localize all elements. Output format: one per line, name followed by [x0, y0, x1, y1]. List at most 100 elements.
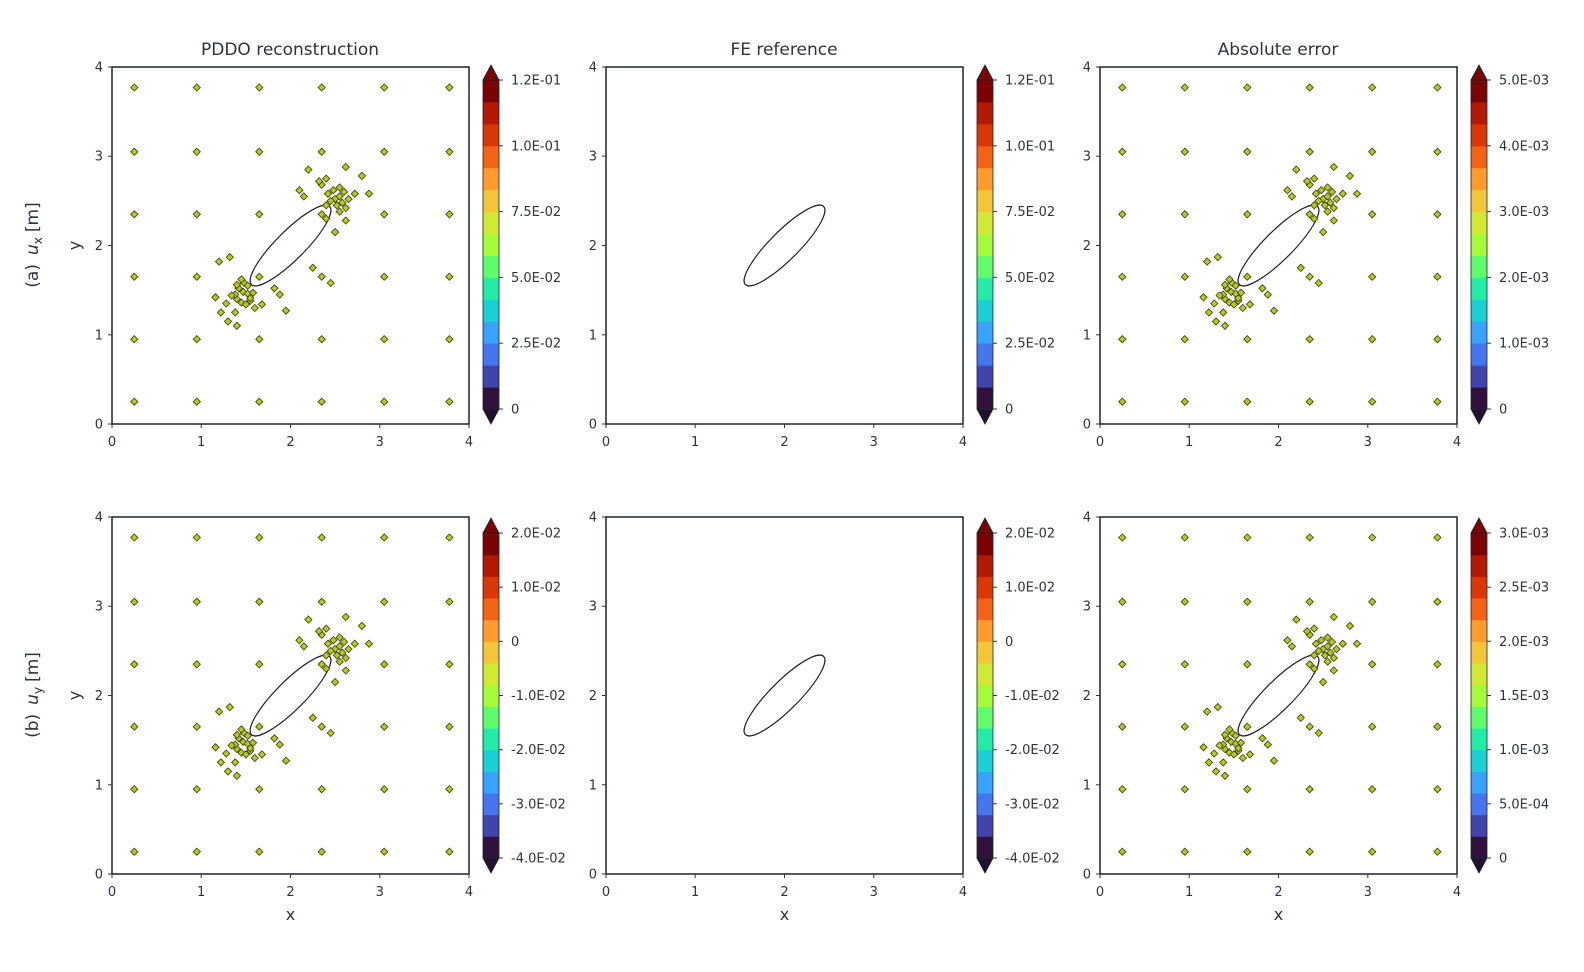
sensor-marker: [255, 397, 264, 406]
colorbar-tick-label: 7.5E-02: [511, 205, 561, 220]
sensor-marker: [246, 294, 255, 303]
sensor-marker: [295, 186, 304, 195]
colorbar-tick-label: 1.2E-01: [511, 74, 561, 89]
colorbar-swatch: [483, 80, 499, 103]
sensor-marker: [335, 192, 344, 201]
colorbar-swatch: [483, 189, 499, 213]
sensor-marker: [380, 83, 389, 92]
sensor-marker: [192, 335, 201, 344]
x-tick-label: 1: [691, 435, 699, 450]
colorbar-tick-label: 1.0E-01: [511, 139, 561, 154]
sensor-marker: [357, 171, 367, 181]
sensor-marker: [317, 147, 326, 156]
sensor-marker: [130, 397, 139, 406]
sensor-marker: [350, 189, 359, 198]
sensor-marker: [130, 210, 139, 219]
colorbar-tick-label: 2.5E-02: [511, 337, 561, 352]
colorbar-swatch: [483, 321, 499, 344]
sensor-marker: [231, 308, 240, 317]
sensor-marker: [330, 194, 340, 204]
sensor-marker: [445, 397, 454, 406]
colorbar-tick-label: 0: [1005, 403, 1013, 418]
sensor-marker: [380, 210, 389, 219]
sensor-marker: [317, 397, 326, 406]
colorbar: 0 2.5E-02 5.0E-02 7.5E-02 1.0E-01 1.2E-0…: [482, 64, 561, 425]
sensor-marker: [130, 147, 139, 156]
sensor-marker: [326, 278, 335, 288]
y-tick-label: 4: [589, 61, 597, 76]
sensor-marker: [250, 303, 259, 313]
y-tick-label: 1: [95, 328, 103, 343]
sensor-marker: [281, 306, 291, 315]
sensor-marker: [322, 201, 331, 210]
sensor-marker: [232, 280, 242, 289]
sensor-marker: [380, 272, 389, 281]
sensor-marker: [248, 288, 258, 297]
colorbar: 0 2.5E-02 5.0E-02 7.5E-02 1.0E-01 1.2E-0…: [976, 64, 1055, 425]
y-tick-label: 3: [95, 150, 103, 165]
sensor-marker: [380, 335, 389, 344]
colorbar-swatch: [483, 101, 499, 125]
sensor-marker: [445, 83, 454, 92]
sensor-marker: [323, 189, 333, 198]
y-tick-label: 2: [95, 239, 103, 254]
colorbar-swatch: [483, 211, 499, 235]
colorbar-swatch: [977, 211, 993, 235]
sensor-marker: [214, 257, 224, 266]
sensor-marker: [314, 177, 324, 186]
sensor-marker: [255, 147, 264, 156]
sensor-marker: [255, 210, 264, 219]
sensor-marker: [445, 147, 454, 156]
sensor-marker: [223, 317, 233, 326]
y-tick-label: 0: [589, 418, 597, 433]
sensor-marker: [192, 272, 201, 281]
colorbar-swatch: [977, 299, 993, 322]
sensor-marker: [211, 293, 220, 302]
x-tick-label: 1: [197, 435, 205, 450]
sensor-marker: [243, 281, 252, 290]
y-axis-label: y: [65, 241, 84, 250]
sensor-marker: [364, 189, 374, 198]
y-tick-label: 2: [589, 239, 597, 254]
sensor-marker: [341, 162, 350, 172]
colorbar-swatch: [483, 343, 499, 366]
y-tick-label: 0: [95, 418, 103, 433]
sensor-marker: [192, 397, 201, 406]
colorbar-swatch: [977, 145, 993, 169]
sensor-marker: [241, 300, 251, 309]
colorbar-swatch: [483, 167, 499, 191]
sensor-marker: [332, 201, 342, 210]
panel-ux-pddo: PDDO reconstruction 0 1 2 3 4 0 1 2 3 4 …: [65, 40, 561, 450]
colorbar-tick-label: 5.0E-02: [511, 271, 561, 286]
sensor-marker: [335, 207, 344, 216]
sensor-marker: [225, 252, 234, 262]
sensor-marker: [275, 290, 284, 299]
sensor-marker: [216, 308, 226, 317]
sensor-marker: [317, 335, 326, 344]
sensor-marker: [322, 214, 331, 223]
colorbar-extend-max: [976, 64, 994, 81]
sensor-marker: [255, 83, 264, 92]
x-tick-label: 2: [780, 435, 788, 450]
colorbar-swatch: [977, 167, 993, 191]
axis-ticks: 0 1 2 3 4 0 1 2 3 4: [95, 61, 473, 451]
colorbar-tick-label: 2.5E-02: [1005, 337, 1055, 352]
sensor-marker: [339, 187, 349, 197]
colorbar-tick-label: 0: [511, 403, 519, 418]
sensor-marker: [330, 227, 340, 237]
sensor-marker: [237, 275, 246, 284]
colorbar-swatch: [483, 299, 499, 322]
panel-ux-err: Absolute error 0 1 2 3 4 0 1 2 3 4 0 1.0…: [1083, 40, 1549, 450]
sensor-marker: [317, 83, 326, 92]
colorbar-swatch: [977, 233, 993, 256]
x-tick-label: 4: [959, 435, 967, 450]
colorbar-swatch: [977, 101, 993, 125]
colorbar-extend-max: [482, 64, 500, 81]
colorbar-frame: [482, 79, 500, 410]
colorbar-swatch: [977, 387, 993, 410]
colorbar-extend-min: [976, 408, 994, 425]
hole-ellipse: [249, 204, 332, 287]
panel-title: FE reference: [730, 40, 837, 60]
colorbar-swatch: [483, 145, 499, 169]
